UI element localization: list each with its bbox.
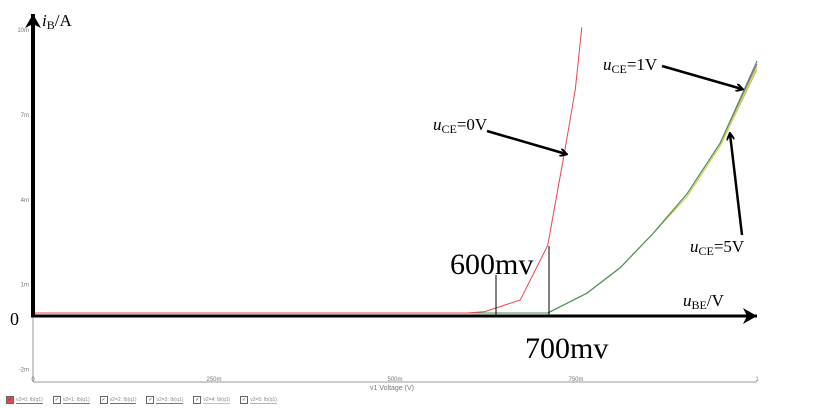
legend-checkbox[interactable]: ✓ bbox=[193, 396, 202, 404]
legend-item[interactable]: ✓ v2=3: Ib(q1) bbox=[146, 396, 184, 404]
legend-item[interactable]: ✓ v2=4: Ib(q1) bbox=[193, 396, 231, 404]
x-tick-label: 250m bbox=[206, 377, 221, 383]
legend-checkbox[interactable]: ✓ bbox=[240, 396, 249, 404]
y-tick-label: 10m bbox=[17, 28, 29, 34]
legend-checkbox[interactable]: ✓ bbox=[6, 396, 14, 404]
series-line bbox=[33, 60, 758, 314]
series-line bbox=[33, 60, 758, 314]
legend-item[interactable]: ✓ v2=1: Ib(q1) bbox=[52, 396, 90, 404]
y-tick-label: 7m bbox=[21, 113, 29, 119]
plot-frame bbox=[32, 30, 757, 383]
legend-label: v2=1: Ib(q1) bbox=[62, 396, 90, 404]
legend-checkbox[interactable]: ✓ bbox=[52, 396, 61, 404]
x-tick-label: 750m bbox=[568, 377, 583, 383]
x-axis-label: v1 Voltage (V) bbox=[370, 385, 414, 392]
series-lines bbox=[33, 27, 758, 314]
y-tick-label: 1m bbox=[21, 283, 29, 289]
legend-item[interactable]: ✓ v2=2: Ib(q1) bbox=[99, 396, 137, 404]
series-line bbox=[33, 66, 758, 314]
arrow-uce-0v bbox=[486, 129, 566, 154]
label-600mv: 600mv bbox=[450, 248, 533, 281]
legend-item[interactable]: ✓ v2=0: Ib(q1) bbox=[6, 396, 43, 404]
arrow-uce-5v bbox=[730, 134, 744, 236]
tick-labels: 10m 7m 4m 1m -2m0 250m 500m 750m 1 bbox=[17, 28, 759, 383]
legend-checkbox[interactable]: ✓ bbox=[99, 396, 108, 404]
x-tick-label: 1 bbox=[755, 377, 759, 383]
legend: ✓ v2=0: Ib(q1) ✓ v2=1: Ib(q1) ✓ v2=2: Ib(q1) ✓… bbox=[6, 396, 277, 404]
label-700mv: 700mv bbox=[525, 332, 608, 365]
label-uce-5v: uCE=5V bbox=[690, 237, 745, 258]
y-tick-label: 4m bbox=[21, 198, 29, 204]
series-line bbox=[33, 69, 758, 314]
legend-label: v2=3: Ib(q1) bbox=[156, 396, 184, 404]
legend-label: v2=5: Ib(q1) bbox=[250, 396, 277, 404]
legend-checkbox[interactable]: ✓ bbox=[146, 396, 155, 404]
series-line bbox=[33, 63, 758, 314]
annotations bbox=[25, 14, 757, 324]
legend-label: v2=2: Ib(q1) bbox=[109, 396, 137, 404]
x-tick-label: 0 bbox=[31, 377, 35, 383]
label-uce-0v: uCE=0V bbox=[433, 115, 488, 136]
legend-label: v2=4: Ib(q1) bbox=[203, 396, 231, 404]
legend-item[interactable]: ✓ v2=5: Ib(q1) bbox=[240, 396, 277, 404]
origin-label: 0 bbox=[10, 309, 19, 329]
label-uce-1v: uCE=1V bbox=[603, 55, 658, 76]
legend-label: v2=0: Ib(q1) bbox=[16, 396, 43, 404]
x-axis-annotation: uBE/V bbox=[683, 291, 725, 312]
y-axis-label: iB/A bbox=[42, 11, 72, 32]
x-tick-label: 500m bbox=[387, 377, 402, 383]
y-tick-label: -2m bbox=[19, 368, 29, 374]
series-line bbox=[33, 27, 583, 314]
arrow-uce-1v bbox=[661, 64, 742, 89]
